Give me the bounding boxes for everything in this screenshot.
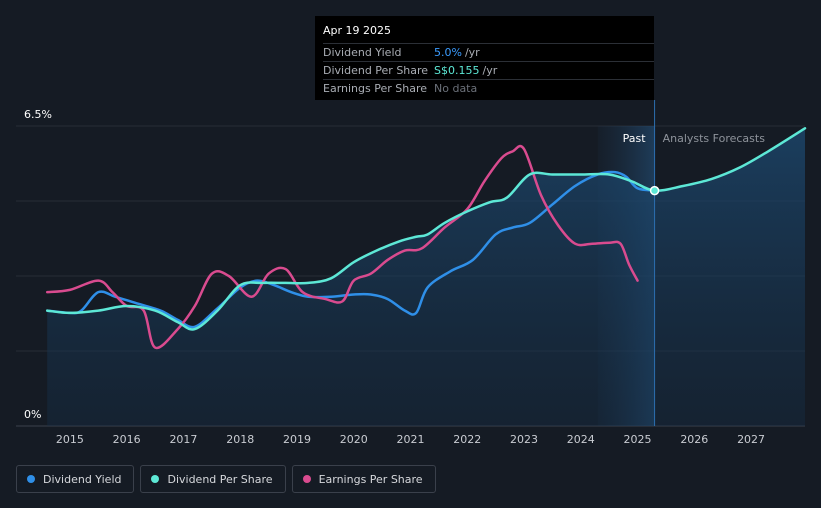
- x-tick-label: 2020: [340, 433, 368, 446]
- x-tick-label: 2015: [56, 433, 84, 446]
- tooltip-date: Apr 19 2025: [323, 24, 392, 37]
- x-tick-label: 2024: [567, 433, 595, 446]
- x-axis-ticks: 2015 2016 2017 2018 2019 2020 2021 2022 2023 2024…: [56, 433, 765, 446]
- tooltip-label: Earnings Per Share: [323, 82, 428, 95]
- tooltip-label: Dividend Yield: [323, 46, 402, 59]
- legend: Dividend Yield Dividend Per Share Earnin…: [16, 465, 436, 493]
- x-tick-label: 2019: [283, 433, 311, 446]
- tooltip-row-dividend-per-share: Dividend Per Share S$0.155 /yr: [323, 61, 654, 79]
- x-tick-label: 2025: [624, 433, 652, 446]
- y-axis-top-label: 6.5%: [24, 108, 52, 121]
- tooltip-value: S$0.155: [434, 64, 480, 77]
- dividend-per-share-area: [47, 128, 806, 427]
- x-tick-label: 2023: [510, 433, 538, 446]
- legend-dividend-yield[interactable]: Dividend Yield: [16, 465, 135, 493]
- x-tick-label: 2021: [397, 433, 425, 446]
- legend-dividend-per-share[interactable]: Dividend Per Share: [140, 465, 286, 493]
- tooltip-unit: /yr: [482, 64, 498, 77]
- legend-dot-icon: [27, 475, 35, 483]
- dividend-per-share-line: [45, 127, 807, 331]
- y-axis-bottom-label: 0%: [24, 408, 41, 421]
- tooltip-value: No data: [434, 82, 478, 95]
- x-tick-label: 2016: [113, 433, 141, 446]
- legend-dot-icon: [151, 475, 160, 483]
- legend-earnings-per-share[interactable]: Earnings Per Share: [291, 465, 436, 493]
- earnings-per-share-line: [45, 144, 639, 350]
- forecast-region-label: Analysts Forecasts: [663, 132, 766, 145]
- selected-point-marker[interactable]: [649, 185, 660, 196]
- x-tick-label: 2018: [226, 433, 254, 446]
- tooltip-row-dividend-yield: Dividend Yield 5.0% /yr: [323, 43, 654, 61]
- tooltip-row-earnings-per-share: Earnings Per Share No data: [323, 79, 654, 97]
- x-tick-label: 2022: [453, 433, 481, 446]
- x-tick-label: 2017: [169, 433, 197, 446]
- legend-label: Dividend Per Share: [167, 472, 273, 486]
- legend-dot-icon: [302, 475, 311, 483]
- past-region-label: Past: [623, 132, 647, 145]
- x-tick-label: 2026: [680, 433, 708, 446]
- tooltip-unit: /yr: [464, 46, 480, 59]
- dividend-yield-line: [45, 170, 656, 329]
- x-tick-label: 2027: [737, 433, 765, 446]
- tooltip: Apr 19 2025 Dividend Yield 5.0% /yr Divi…: [315, 16, 654, 100]
- legend-label: Earnings Per Share: [318, 472, 423, 486]
- tooltip-value: 5.0%: [434, 46, 462, 59]
- legend-label: Dividend Yield: [43, 472, 122, 486]
- tooltip-label: Dividend Per Share: [323, 64, 429, 77]
